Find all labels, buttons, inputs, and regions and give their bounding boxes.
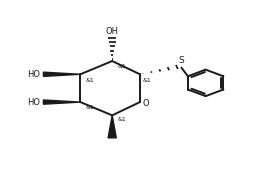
Polygon shape xyxy=(108,115,116,138)
Polygon shape xyxy=(43,100,80,104)
Text: &1: &1 xyxy=(117,117,126,122)
Text: HO: HO xyxy=(27,98,40,107)
Text: OH: OH xyxy=(106,27,119,36)
Text: &1: &1 xyxy=(143,78,152,83)
Text: HO: HO xyxy=(27,70,40,79)
Text: &1: &1 xyxy=(86,78,94,83)
Text: O: O xyxy=(142,99,149,108)
Polygon shape xyxy=(43,72,80,76)
Text: &1: &1 xyxy=(117,64,126,69)
Text: &1: &1 xyxy=(86,105,94,110)
Text: S: S xyxy=(178,56,184,65)
